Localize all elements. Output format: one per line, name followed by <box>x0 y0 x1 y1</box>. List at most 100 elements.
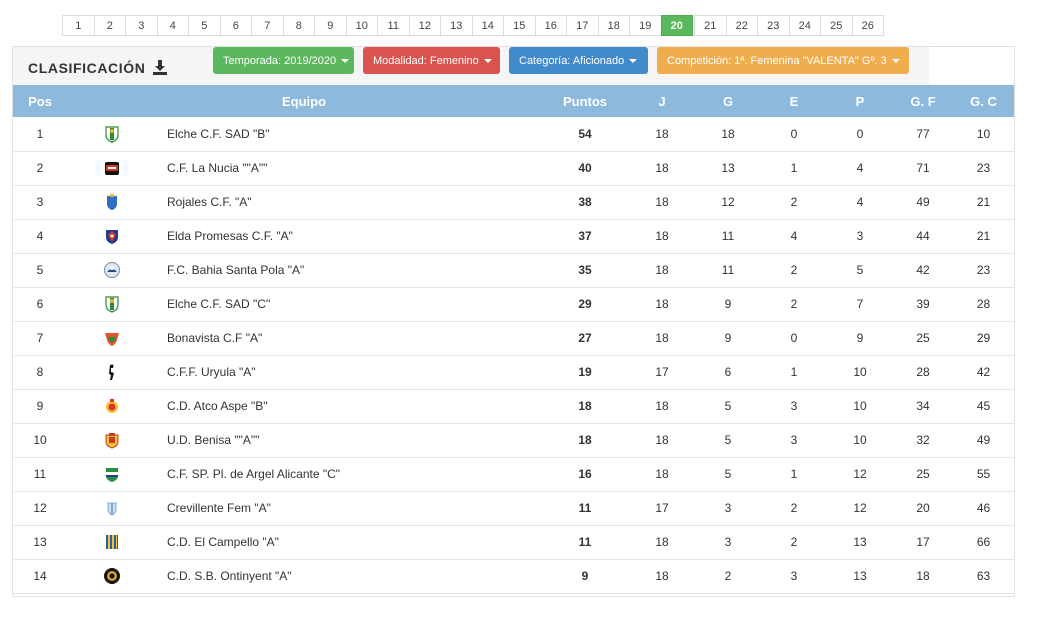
round-20-button[interactable]: 20 <box>660 15 693 36</box>
goals-against: 21 <box>976 229 991 243</box>
drawn-count: 0 <box>790 331 798 345</box>
round-26-button[interactable]: 26 <box>851 15 884 36</box>
team-points: 11 <box>578 535 592 549</box>
round-8-button[interactable]: 8 <box>282 15 315 36</box>
round-5-button[interactable]: 5 <box>188 15 221 36</box>
round-17-button[interactable]: 17 <box>566 15 599 36</box>
row-position: 13 <box>33 535 47 549</box>
team-points: 54 <box>578 126 592 141</box>
categoria-dropdown[interactable]: Categoría: Aficionado <box>509 47 648 74</box>
team-points: 29 <box>578 297 592 311</box>
table-row: 8 C.F.F. Uryula "A" 19 17 6 1 10 28 42 <box>13 355 1014 389</box>
team-points: 37 <box>578 229 592 243</box>
won-count: 6 <box>724 365 732 379</box>
round-24-button[interactable]: 24 <box>788 15 821 36</box>
goals-against: 28 <box>976 297 991 311</box>
round-1-button[interactable]: 1 <box>62 15 95 36</box>
goals-for: 77 <box>916 126 930 141</box>
header-p: P <box>855 93 865 109</box>
team-points: 16 <box>578 467 592 481</box>
round-21-button[interactable]: 21 <box>694 15 727 36</box>
round-18-button[interactable]: 18 <box>597 15 630 36</box>
team-crest-icon <box>105 296 119 313</box>
round-23-button[interactable]: 23 <box>757 15 790 36</box>
team-name: C.D. S.B. Ontinyent "A" <box>167 569 292 583</box>
goals-for: 49 <box>916 195 930 209</box>
won-count: 5 <box>724 433 732 447</box>
won-count: 18 <box>721 126 735 141</box>
header-gf: G. F <box>910 93 936 109</box>
team-name: C.D. El Campello "A" <box>167 535 279 549</box>
goals-for: 44 <box>916 229 930 243</box>
played-count: 17 <box>655 365 669 379</box>
won-count: 9 <box>724 297 732 311</box>
round-12-button[interactable]: 12 <box>408 15 441 36</box>
lost-count: 0 <box>856 126 864 141</box>
team-name: C.D. Atco Aspe "B" <box>167 399 268 413</box>
round-4-button[interactable]: 4 <box>156 15 189 36</box>
team-crest-cell <box>67 457 157 491</box>
played-count: 18 <box>655 569 669 583</box>
table-row: 13 C.D. El Campello "A" 11 18 3 2 13 17 66 <box>13 525 1014 559</box>
drawn-count: 2 <box>790 535 798 549</box>
round-9-button[interactable]: 9 <box>314 15 347 36</box>
temporada-label: Temporada: 2019/2020 <box>223 54 337 67</box>
table-row: 4 Elda Promesas C.F. "A" 37 18 11 4 3 44 21 <box>13 219 1014 253</box>
team-crest-icon <box>109 364 114 380</box>
team-points: 18 <box>578 433 592 447</box>
header-e: E <box>789 93 799 109</box>
goals-for: 39 <box>916 297 930 311</box>
team-crest-cell <box>67 321 157 355</box>
team-crest-cell <box>67 355 157 389</box>
won-count: 9 <box>724 331 732 345</box>
goals-against: 42 <box>976 365 991 379</box>
team-points: 38 <box>578 195 592 209</box>
round-14-button[interactable]: 14 <box>471 15 504 36</box>
won-count: 13 <box>721 161 735 175</box>
competicion-dropdown[interactable]: Competición: 1ª. Femenina "VALENTA" Gº. … <box>657 47 909 74</box>
goals-against: 45 <box>976 399 991 413</box>
won-count: 2 <box>724 569 732 583</box>
lost-count: 4 <box>856 161 864 175</box>
download-icon[interactable] <box>153 59 167 75</box>
round-2-button[interactable]: 2 <box>93 15 126 36</box>
round-16-button[interactable]: 16 <box>534 15 567 36</box>
temporada-dropdown[interactable]: Temporada: 2019/2020 <box>213 47 354 74</box>
team-crest-cell <box>67 559 157 593</box>
team-crest-cell <box>67 185 157 219</box>
goals-against: 23 <box>976 263 991 277</box>
goals-against: 49 <box>976 433 991 447</box>
round-7-button[interactable]: 7 <box>251 15 284 36</box>
modalidad-dropdown[interactable]: Modalidad: Femenino <box>363 47 500 74</box>
drawn-count: 2 <box>790 297 798 311</box>
filter-bar: Temporada: 2019/2020 Modalidad: Femenino… <box>213 47 918 74</box>
caret-down-icon <box>629 58 638 63</box>
round-3-button[interactable]: 3 <box>125 15 158 36</box>
lost-count: 12 <box>853 501 867 515</box>
round-19-button[interactable]: 19 <box>629 15 662 36</box>
played-count: 18 <box>655 467 669 481</box>
row-position: 4 <box>36 229 44 243</box>
round-13-button[interactable]: 13 <box>440 15 473 36</box>
team-name: Elche C.F. SAD "B" <box>167 126 270 141</box>
round-11-button[interactable]: 11 <box>377 15 410 36</box>
drawn-count: 3 <box>790 569 798 583</box>
played-count: 18 <box>655 331 669 345</box>
row-position: 8 <box>36 365 44 379</box>
table-row: 7 Bonavista C.F "A" 27 18 9 0 9 25 29 <box>13 321 1014 355</box>
drawn-count: 3 <box>790 433 798 447</box>
lost-count: 10 <box>853 399 867 413</box>
drawn-count: 2 <box>790 195 798 209</box>
team-crest-icon <box>105 433 119 449</box>
team-name: Elda Promesas C.F. "A" <box>167 229 293 243</box>
round-6-button[interactable]: 6 <box>219 15 252 36</box>
goals-against: 10 <box>976 126 991 141</box>
round-22-button[interactable]: 22 <box>725 15 758 36</box>
round-25-button[interactable]: 25 <box>820 15 853 36</box>
team-crest-cell <box>67 491 157 525</box>
round-10-button[interactable]: 10 <box>345 15 378 36</box>
team-crest-cell <box>67 423 157 457</box>
round-15-button[interactable]: 15 <box>503 15 536 36</box>
row-position: 9 <box>36 399 44 413</box>
categoria-label: Categoría: Aficionado <box>519 54 625 67</box>
